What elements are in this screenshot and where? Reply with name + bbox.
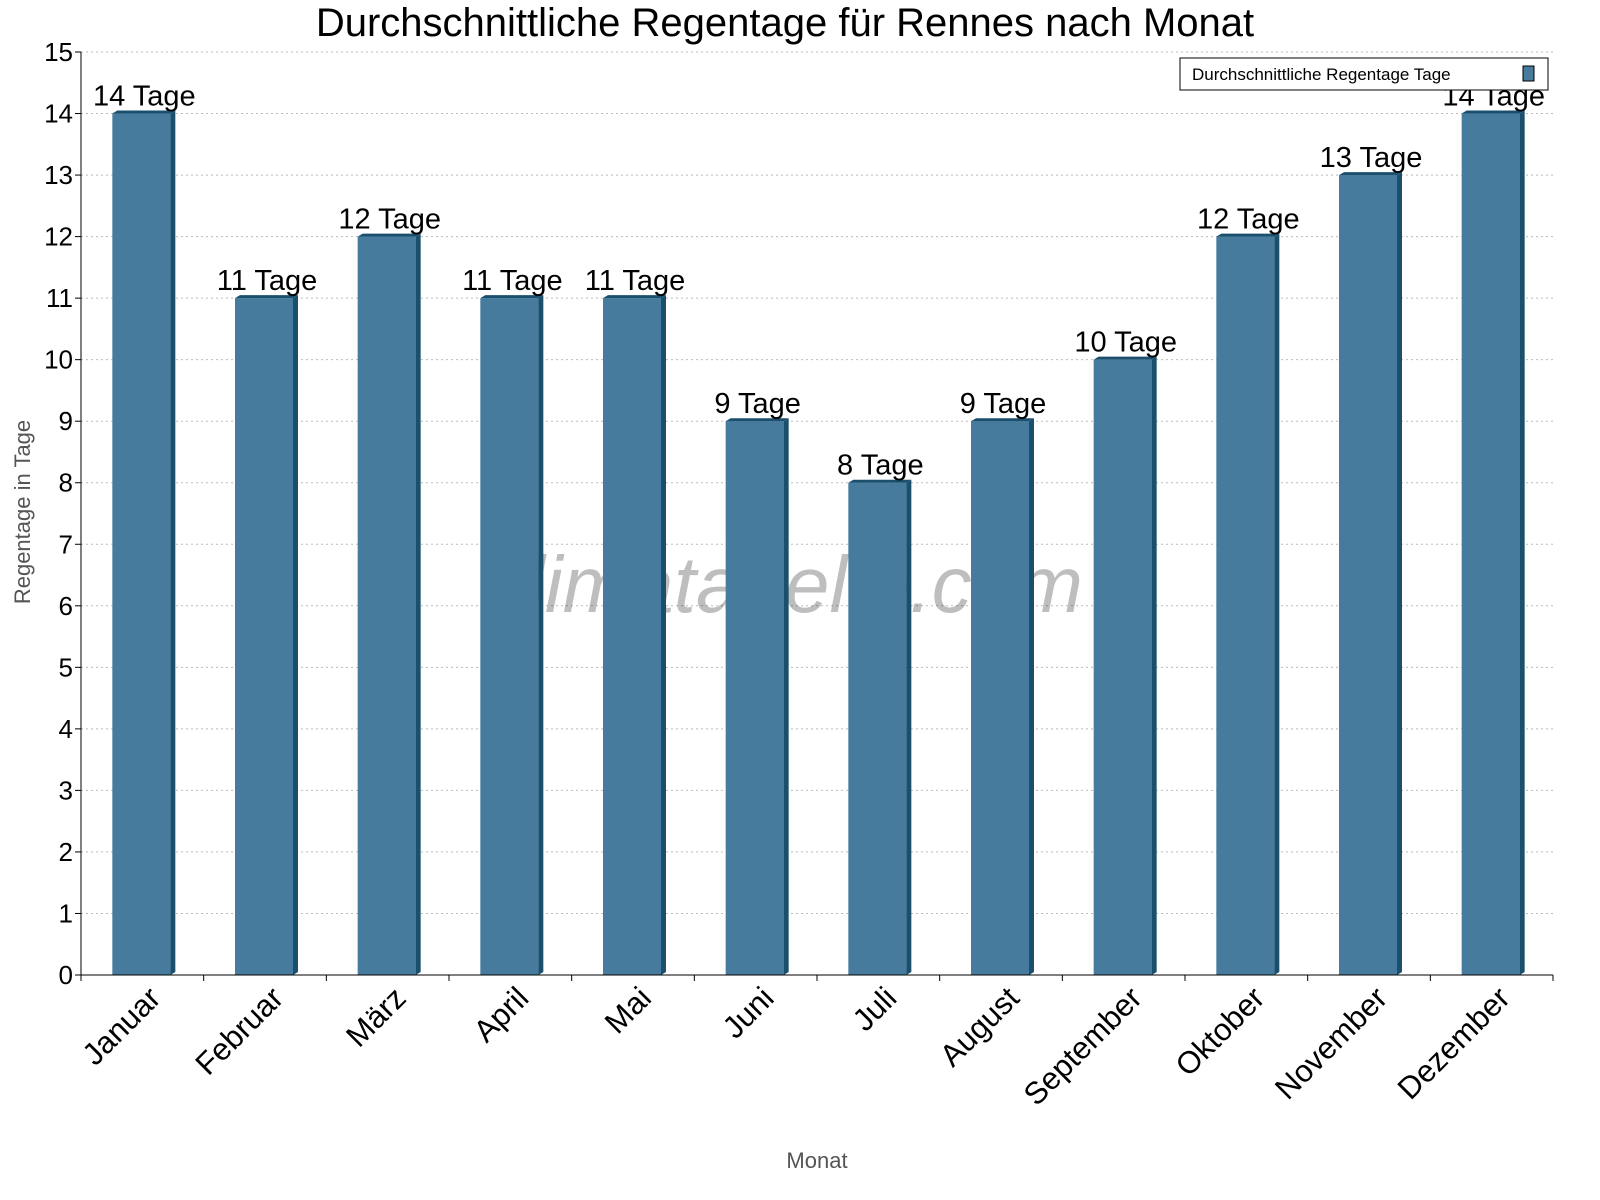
bar <box>357 236 416 976</box>
bar-top <box>848 479 912 483</box>
legend-box <box>1179 57 1549 91</box>
bar-side <box>1029 418 1034 975</box>
x-tick-label: April <box>467 980 536 1049</box>
x-tick-label: November <box>1268 980 1394 1106</box>
x-tick-label: Oktober <box>1169 980 1272 1083</box>
bar-top <box>112 110 176 114</box>
y-tick-label: 3 <box>59 775 73 805</box>
bar <box>235 298 293 976</box>
y-tick-label: 6 <box>59 591 73 621</box>
bar-top <box>1093 356 1157 360</box>
bar-top <box>603 295 666 299</box>
y-tick-label: 8 <box>59 468 73 498</box>
legend: Durchschnittliche Regentage Tage <box>1179 57 1549 91</box>
bar <box>971 421 1029 975</box>
data-label: 9 Tage <box>960 388 1047 420</box>
bar-side <box>538 295 544 976</box>
bar-top <box>725 418 789 422</box>
bar-side <box>293 295 298 976</box>
y-tick-label: 5 <box>59 652 73 682</box>
y-tick-label: 10 <box>44 345 73 375</box>
data-label: 11 Tage <box>217 265 318 297</box>
gridlines <box>81 51 1553 914</box>
bar <box>1093 359 1152 976</box>
data-label: 9 Tage <box>714 388 801 420</box>
data-label: 12 Tage <box>338 204 441 236</box>
bar <box>848 482 907 975</box>
legend-label: Durchschnittliche Regentage Tage <box>1192 65 1451 84</box>
bar <box>1216 236 1275 976</box>
x-tick-label: September <box>1017 980 1149 1112</box>
legend-swatch <box>1522 65 1535 82</box>
y-axis-label: Regentage in Tage <box>10 420 35 604</box>
bar <box>112 113 171 976</box>
data-label: 11 Tage <box>585 265 686 297</box>
data-label: 13 Tage <box>1320 142 1423 174</box>
bar-side <box>1519 110 1525 976</box>
bar-side <box>661 295 666 976</box>
chart-title: Durchschnittliche Regentage für Rennes n… <box>316 1 1254 45</box>
bar <box>725 421 784 975</box>
x-tick-label: Mai <box>598 980 658 1040</box>
bar-side <box>1151 356 1157 976</box>
x-tick-label: August <box>933 980 1026 1073</box>
bar-side <box>1397 172 1402 976</box>
data-label: 8 Tage <box>837 450 924 482</box>
x-axis-label: Monat <box>786 1148 847 1173</box>
x-tick-label: Juli <box>846 980 904 1038</box>
bar-side <box>170 110 176 976</box>
y-tick-label: 4 <box>59 714 73 744</box>
y-tick-label: 9 <box>59 406 73 436</box>
bar-top <box>357 233 421 237</box>
bar-top <box>1216 233 1280 237</box>
y-tick-label: 0 <box>59 960 73 990</box>
y-tick-label: 11 <box>46 283 73 313</box>
x-tick-label: Januar <box>76 980 168 1072</box>
x-tick-label: März <box>339 980 412 1053</box>
data-label: 12 Tage <box>1197 204 1300 236</box>
bar-top <box>1461 110 1525 114</box>
bars: 14 Tage 11 Tage 12 Tage 11 Tage 11 Tage 9 Tag… <box>93 81 1545 976</box>
y-tick-label: 12 <box>44 222 73 252</box>
bar-side <box>415 233 421 976</box>
bar-top <box>971 418 1034 422</box>
x-tick-label: Dezember <box>1391 980 1517 1106</box>
y-tick-label: 1 <box>59 898 73 928</box>
bar-top <box>235 295 298 299</box>
bar-side <box>783 418 789 975</box>
bar-side <box>906 479 912 975</box>
x-tick-label: Juni <box>716 980 781 1045</box>
bar <box>1339 175 1397 976</box>
x-tick-label: Februar <box>188 980 290 1082</box>
y-tick-label: 7 <box>59 529 73 559</box>
bar <box>1461 113 1520 976</box>
y-tick-label: 15 <box>44 37 73 67</box>
data-label: 11 Tage <box>462 265 563 297</box>
y-tick-label: 2 <box>59 837 73 867</box>
bar-side <box>1274 233 1280 976</box>
bar <box>480 298 539 976</box>
bar <box>603 298 661 976</box>
bar-top <box>480 295 544 299</box>
data-label: 10 Tage <box>1074 327 1177 359</box>
y-tick-label: 13 <box>44 160 73 190</box>
y-tick-label: 14 <box>44 99 73 129</box>
bar-top <box>1339 172 1402 176</box>
data-label: 14 Tage <box>93 81 196 113</box>
